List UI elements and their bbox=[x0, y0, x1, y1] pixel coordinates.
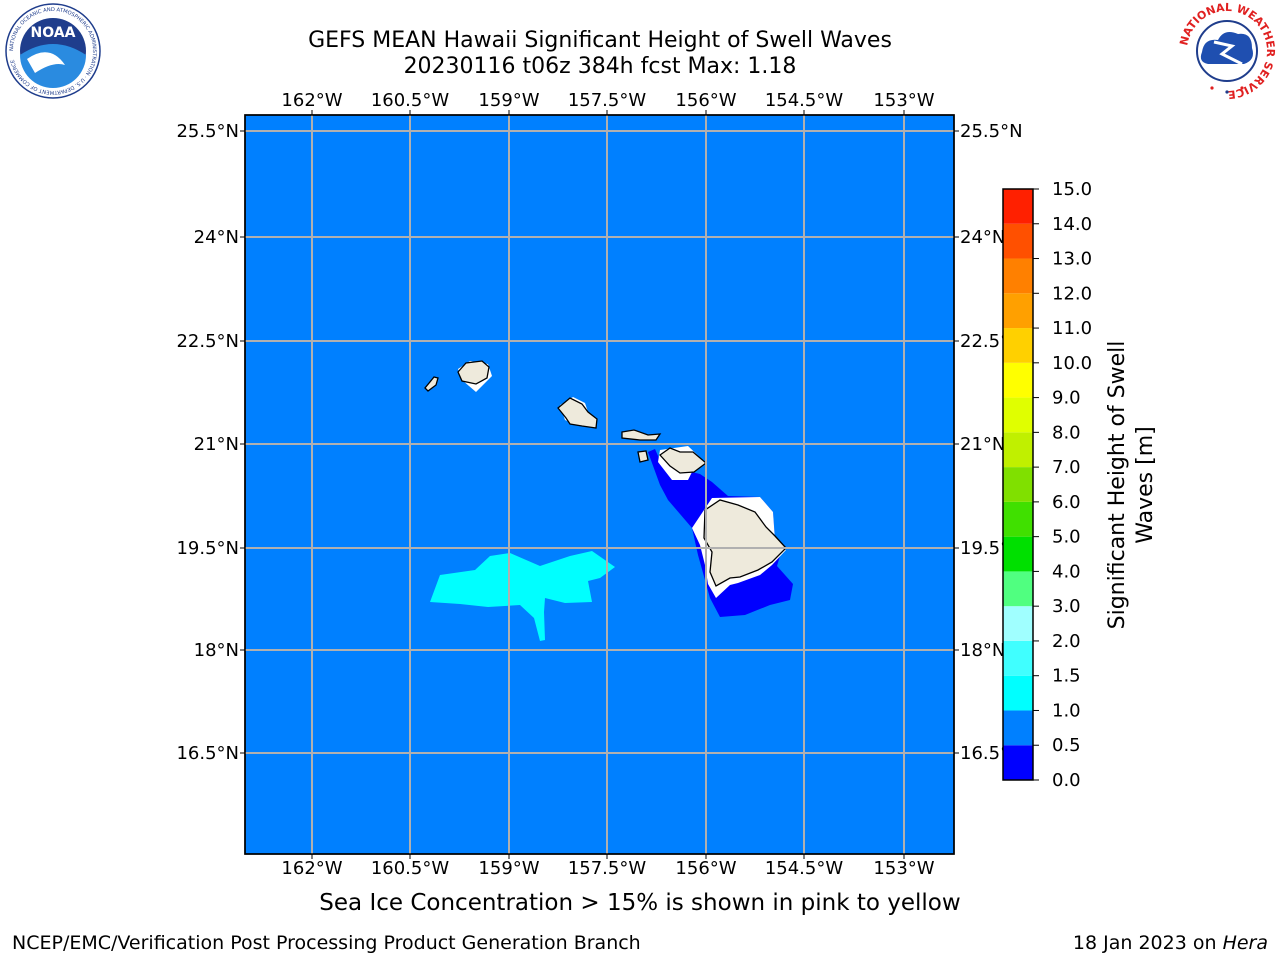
lat-label-right: 21°N bbox=[960, 434, 1005, 455]
colorbar-frame bbox=[1002, 188, 1034, 781]
colorbar-tick-label: 12.0 bbox=[1052, 283, 1092, 304]
colorbar-segment bbox=[1003, 606, 1033, 641]
lat-label-right: 24°N bbox=[960, 227, 1005, 248]
nws-logo: NATIONAL WEATHER SERVICE bbox=[1178, 2, 1276, 100]
land-islands bbox=[424, 360, 787, 587]
colorbar-tick-label: 0.0 bbox=[1052, 770, 1081, 791]
colorbar-tick-label: 13.0 bbox=[1052, 249, 1092, 270]
lon-label-bottom: 159°W bbox=[478, 858, 539, 879]
colorbar-tick-label: 6.0 bbox=[1052, 492, 1081, 513]
colorbar-tick-label: 8.0 bbox=[1052, 422, 1081, 443]
colorbar-label-line2: Waves [m] bbox=[1133, 426, 1158, 543]
lon-label-bottom: 157.5°W bbox=[568, 858, 647, 879]
lon-label-bottom: 162°W bbox=[281, 858, 342, 879]
colorbar-segment bbox=[1003, 258, 1033, 294]
colorbar-segment bbox=[1003, 397, 1033, 433]
lon-label-top: 156°W bbox=[675, 90, 736, 111]
colorbar-segment bbox=[1003, 710, 1033, 746]
footer-machine: Hera bbox=[1222, 932, 1268, 954]
colorbar-tick-label: 0.5 bbox=[1052, 735, 1081, 756]
colorbar-tick-label: 14.0 bbox=[1052, 214, 1092, 235]
lon-label-top: 153°W bbox=[873, 90, 934, 111]
chart-title: GEFS MEAN Hawaii Significant Height of S… bbox=[308, 28, 892, 53]
colorbar-segment bbox=[1003, 467, 1033, 502]
footer-date: 18 Jan 2023 on Hera bbox=[1073, 932, 1268, 954]
lat-label-left: 18°N bbox=[194, 640, 239, 661]
colorbar-segment bbox=[1003, 293, 1033, 329]
colorbar: 0.0 0.5 1.0 1.5 2.0 3.0 4.0 5.0 6.0 7.0 8.0 9.0 10.0… bbox=[1002, 179, 1092, 791]
colorbar-label-line1: Significant Height of Swell bbox=[1105, 341, 1130, 630]
lon-label-top: 162°W bbox=[281, 90, 342, 111]
colorbar-segment bbox=[1003, 432, 1033, 468]
map-frame bbox=[244, 114, 955, 855]
lat-label-right: 25.5°N bbox=[960, 121, 1023, 142]
lat-label-left: 25.5°N bbox=[176, 121, 239, 142]
island-molokai bbox=[621, 429, 662, 441]
colorbar-tick-label: 3.0 bbox=[1052, 596, 1081, 617]
colorbar-segment bbox=[1003, 675, 1033, 711]
colorbar-segment bbox=[1003, 640, 1033, 676]
lat-label-right: 18°N bbox=[960, 640, 1005, 661]
island-kauai bbox=[457, 360, 490, 385]
lat-label-left: 21°N bbox=[194, 434, 239, 455]
lon-label-top: 160.5°W bbox=[371, 90, 450, 111]
longitude-labels-bottom: 162°W 160.5°W 159°W 157.5°W 156°W 154.5°W 153°… bbox=[281, 854, 935, 879]
footer-branch: NCEP/EMC/Verification Post Processing Pr… bbox=[12, 932, 641, 954]
colorbar-tick-label: 11.0 bbox=[1052, 318, 1092, 339]
colorbar-tick-label: 1.0 bbox=[1052, 700, 1081, 721]
colorbar-tick-label: 1.5 bbox=[1052, 666, 1081, 687]
colorbar-tick-label: 2.0 bbox=[1052, 631, 1081, 652]
island-hawaii bbox=[703, 499, 787, 587]
colorbar-tick-label: 15.0 bbox=[1052, 179, 1092, 200]
lon-label-bottom: 156°W bbox=[675, 858, 736, 879]
colorbar-tick-label: 7.0 bbox=[1052, 457, 1081, 478]
colorbar-segment bbox=[1003, 362, 1033, 398]
lon-label-top: 157.5°W bbox=[568, 90, 647, 111]
colorbar-tick-label: 5.0 bbox=[1052, 527, 1081, 548]
island-oahu bbox=[557, 397, 598, 429]
lat-label-left: 24°N bbox=[194, 227, 239, 248]
ocean-background bbox=[244, 114, 955, 855]
lon-label-bottom: 153°W bbox=[873, 858, 934, 879]
colorbar-tick-label: 9.0 bbox=[1052, 388, 1081, 409]
colorbar-segment bbox=[1003, 223, 1033, 259]
lat-label-left: 19.5°N bbox=[176, 538, 239, 559]
colorbar-segment bbox=[1003, 501, 1033, 537]
island-lanai bbox=[637, 450, 649, 463]
chart-subtitle: 20230116 t06z 384h fcst Max: 1.18 bbox=[403, 54, 797, 79]
island-niihau bbox=[424, 376, 439, 392]
lon-label-top: 159°W bbox=[478, 90, 539, 111]
lat-label-left: 22.5°N bbox=[176, 331, 239, 352]
colorbar-segment bbox=[1003, 745, 1033, 780]
lon-label-top: 154.5°W bbox=[765, 90, 844, 111]
lat-label-left: 16.5°N bbox=[176, 743, 239, 764]
footer-date-text: 18 Jan 2023 on bbox=[1072, 932, 1217, 954]
swell-region-1-1.5m bbox=[430, 551, 615, 641]
lon-label-bottom: 154.5°W bbox=[765, 858, 844, 879]
colorbar-segment bbox=[1003, 189, 1033, 224]
colorbar-segment bbox=[1003, 571, 1033, 607]
sea-ice-note: Sea Ice Concentration > 15% is shown in … bbox=[319, 890, 961, 916]
colorbar-tick-label: 10.0 bbox=[1052, 353, 1092, 374]
noaa-logo-text: NOAA bbox=[31, 25, 76, 41]
map-gridlines bbox=[245, 115, 954, 854]
colorbar-tick-label: 4.0 bbox=[1052, 561, 1081, 582]
colorbar-segment bbox=[1003, 328, 1033, 363]
colorbar-label: Significant Height of Swell Waves [m] bbox=[1105, 341, 1158, 630]
lon-label-bottom: 160.5°W bbox=[371, 858, 450, 879]
latitude-labels-left: 25.5°N 24°N 22.5°N 21°N 19.5°N 18°N 16.5°N bbox=[176, 121, 245, 764]
colorbar-segment bbox=[1003, 536, 1033, 572]
noaa-logo: NATIONAL OCEANIC AND ATMOSPHERIC ADMINIS… bbox=[5, 3, 101, 99]
longitude-labels-top: 162°W 160.5°W 159°W 157.5°W 156°W 154.5°W 153°… bbox=[281, 90, 935, 115]
